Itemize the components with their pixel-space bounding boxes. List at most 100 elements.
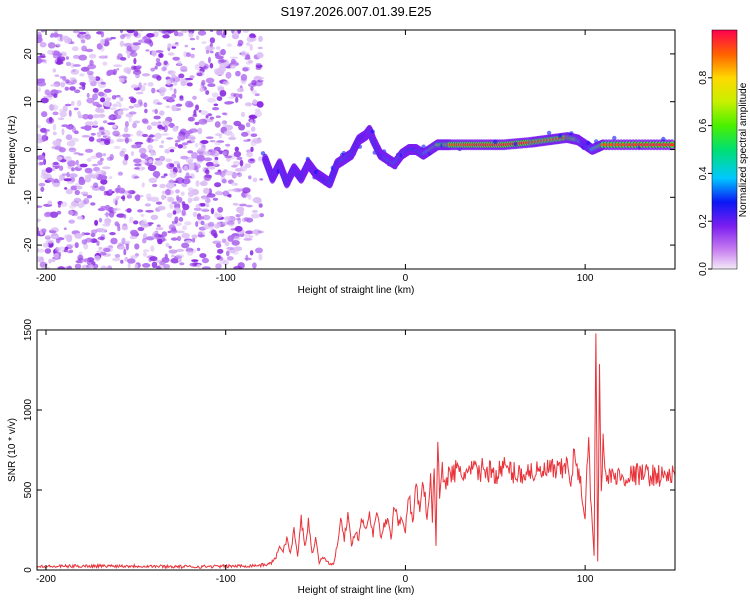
- noise-speckle: [187, 150, 194, 154]
- snr-x-label: Height of straight line (km): [298, 585, 415, 596]
- noise-speckle: [59, 110, 67, 118]
- noise-speckle: [196, 35, 200, 40]
- noise-speckle: [179, 78, 187, 84]
- ridge-blob: [260, 151, 266, 156]
- noise-speckle: [166, 212, 173, 218]
- x-tick-label: 0: [403, 273, 409, 284]
- noise-speckle: [37, 86, 41, 92]
- noise-speckle: [213, 103, 219, 107]
- noise-speckle: [247, 138, 251, 142]
- noise-speckle: [192, 113, 198, 118]
- noise-speckle: [108, 115, 115, 121]
- noise-speckle: [90, 229, 98, 235]
- noise-speckle: [136, 143, 142, 148]
- noise-speckle: [196, 154, 205, 162]
- noise-speckle: [69, 79, 78, 85]
- noise-speckle: [45, 167, 53, 173]
- noise-speckle: [155, 50, 164, 53]
- x-tick-label: -200: [36, 574, 56, 585]
- noise-speckle: [146, 33, 155, 38]
- noise-speckle: [86, 260, 96, 266]
- noise-speckle: [227, 194, 231, 197]
- noise-speckle: [158, 30, 162, 33]
- noise-speckle: [169, 229, 177, 233]
- noise-speckle: [255, 63, 262, 66]
- noise-speckle: [138, 147, 147, 154]
- noise-speckle: [88, 136, 95, 142]
- noise-speckle: [193, 207, 202, 211]
- noise-speckle: [208, 56, 211, 64]
- noise-speckle: [122, 133, 131, 138]
- noise-speckle: [155, 173, 159, 179]
- noise-speckle: [121, 196, 125, 200]
- noise-speckle: [205, 203, 210, 208]
- noise-speckle: [179, 97, 184, 101]
- noise-speckle: [47, 200, 53, 205]
- noise-speckle: [92, 88, 99, 93]
- noise-speckle: [165, 188, 171, 196]
- noise-speckle: [43, 158, 47, 166]
- noise-speckle: [207, 113, 213, 117]
- noise-speckle: [129, 51, 138, 57]
- snr-y-label: SNR (10 * v/v): [7, 418, 18, 482]
- noise-speckle: [225, 71, 232, 79]
- noise-speckle: [214, 133, 223, 137]
- noise-speckle: [200, 140, 209, 144]
- noise-speckle: [201, 207, 209, 213]
- noise-speckle: [157, 205, 166, 211]
- noise-speckle: [100, 265, 108, 269]
- noise-speckle: [182, 142, 189, 146]
- noise-speckle: [165, 182, 175, 189]
- noise-speckle: [249, 35, 257, 38]
- noise-speckle: [193, 162, 197, 165]
- noise-speckle: [128, 96, 135, 100]
- noise-speckle: [205, 90, 210, 95]
- noise-speckle: [52, 111, 59, 116]
- noise-speckle: [134, 264, 139, 269]
- noise-speckle: [116, 68, 120, 71]
- noise-speckle: [187, 197, 193, 204]
- noise-speckle: [171, 201, 178, 205]
- noise-speckle: [45, 239, 55, 244]
- noise-speckle: [142, 263, 151, 268]
- noise-speckle: [86, 92, 90, 98]
- noise-speckle: [116, 213, 126, 218]
- noise-speckle: [93, 182, 99, 188]
- noise-speckle: [44, 212, 51, 218]
- y-tick-label: 0: [23, 567, 34, 573]
- noise-speckle: [255, 247, 263, 254]
- noise-speckle: [73, 152, 80, 155]
- noise-speckle: [52, 182, 61, 188]
- noise-speckle: [40, 259, 45, 263]
- noise-speckle: [161, 120, 170, 126]
- noise-speckle: [64, 156, 72, 162]
- y-tick-label: 1500: [23, 318, 34, 341]
- noise-speckle: [177, 60, 182, 66]
- ridge-blob: [370, 129, 375, 134]
- noise-speckle: [171, 104, 178, 112]
- noise-speckle: [160, 133, 170, 136]
- noise-speckle: [46, 177, 55, 182]
- noise-speckle: [150, 121, 158, 127]
- noise-speckle: [99, 108, 105, 114]
- noise-speckle: [55, 60, 64, 65]
- noise-speckle: [52, 68, 56, 73]
- noise-speckle: [176, 230, 185, 234]
- noise-speckle: [111, 95, 117, 100]
- noise-speckle: [163, 264, 171, 269]
- noise-speckle: [181, 242, 190, 249]
- noise-speckle: [59, 165, 64, 171]
- noise-speckle: [68, 173, 78, 178]
- noise-speckle: [197, 231, 203, 238]
- noise-speckle: [136, 65, 142, 70]
- noise-speckle: [112, 207, 121, 211]
- noise-speckle: [112, 103, 119, 108]
- noise-speckle: [118, 245, 126, 250]
- noise-speckle: [120, 34, 125, 40]
- noise-speckle: [104, 139, 111, 145]
- noise-speckle: [250, 133, 258, 137]
- noise-speckle: [128, 116, 132, 123]
- noise-speckle: [96, 250, 104, 253]
- noise-speckle: [236, 87, 245, 93]
- noise-speckle: [179, 262, 185, 266]
